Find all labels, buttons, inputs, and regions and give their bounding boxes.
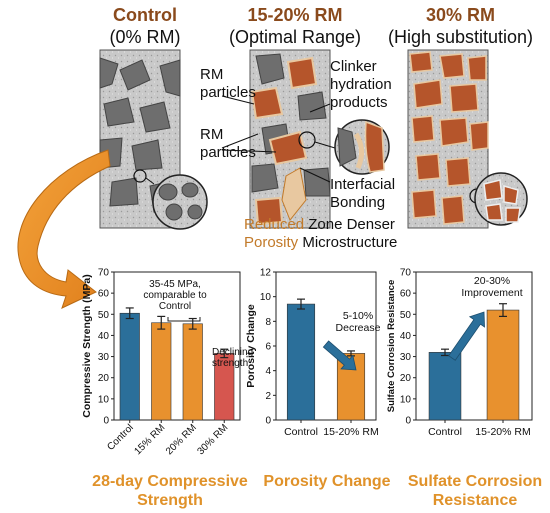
chart-2-ytick-label: 40 (400, 331, 412, 342)
chart-2-ytick-label: 0 (405, 416, 411, 427)
chart-2-ytick-label: 60 (400, 289, 412, 300)
chart-0-bar (119, 312, 140, 421)
clinker-label: Clinker hydration products (330, 58, 392, 111)
chart-0-range-annotation: 35-45 MPa, comparable to Control (143, 279, 207, 312)
chart-0-ylabel: Compressive Strength (MPa) (81, 274, 93, 418)
chart-2-xtick-label: 15-20% RM (475, 426, 530, 438)
chart-1-xtick-label: Control (284, 426, 318, 438)
chart-0-ytick-label: 40 (98, 331, 110, 342)
chart-2-ylabel: Sulfate Corrosion Resistance (386, 280, 397, 413)
chart-1-ylabel: Porosity Change (245, 304, 257, 388)
chart-1-decrease-annotation: 5-10% Decrease (336, 310, 381, 334)
chart-1-ytick-label: 2 (265, 391, 271, 402)
control-panel (99, 49, 208, 230)
high-title: 30% RM (425, 5, 496, 25)
microstructure-word: Microstructure (302, 234, 398, 251)
control-header: Control (0% RM) (70, 4, 220, 48)
chart-0-bar (182, 323, 203, 421)
chart-2-ytick-label: 70 (400, 268, 412, 279)
rm-particles-label-2: RM particles (200, 126, 256, 161)
chart-2-ytick-label: 10 (400, 394, 412, 405)
chart-2-improvement-arrow (448, 311, 485, 361)
rm-particles-label-1: RM particles (200, 66, 256, 101)
chart-0-ytick-label: 10 (98, 394, 110, 405)
chart-2-ytick-label: 20 (400, 373, 412, 384)
chart-2-improvement-annotation: 20-30% Improvement (461, 275, 522, 299)
porosity-word: Porosity (244, 234, 299, 251)
chart-2-bar (486, 309, 520, 421)
chart-caption-strength: 28-day Compressive Strength (92, 473, 248, 509)
chart-1-ytick-label: 12 (260, 268, 272, 279)
high-subtitle: (High substitution) (387, 27, 534, 47)
chart-2-xtick-label: Control (428, 426, 462, 438)
chart-2-frame (415, 271, 533, 421)
chart-0-ytick-label: 30 (98, 352, 110, 363)
chart-1-ytick-label: 10 (260, 292, 272, 303)
optimal-subtitle: (Optimal Range) (228, 27, 362, 47)
chart-0-bar (151, 322, 172, 421)
optimal-title: 15-20% RM (247, 5, 343, 25)
chart-0-xtick-label: Control (105, 422, 136, 453)
chart-1-decrease-arrow (322, 340, 357, 371)
chart-1-ytick-label: 4 (265, 366, 271, 377)
high-panel (407, 49, 528, 229)
chart-1-ytick-label: 0 (265, 416, 271, 427)
chart-1-ytick-label: 8 (265, 317, 271, 328)
interfacial-label: Interfacial Bonding (330, 176, 396, 211)
chart-0-ytick-label: 50 (98, 310, 110, 321)
chart-0-xtick-label: 30% RM (195, 422, 230, 457)
control-title: Control (113, 5, 177, 25)
optimal-panel (221, 49, 390, 229)
optimal-header: 15-20% RM (Optimal Range) (215, 4, 375, 48)
chart-0-declining-annotation: Declining strength (212, 347, 253, 369)
control-subtitle: (0% RM) (109, 27, 181, 47)
chart-0-ytick-label: 60 (98, 289, 110, 300)
chart-0-ytick-label: 0 (103, 416, 109, 427)
chart-2-ytick-label: 30 (400, 352, 412, 363)
chart-1-bar (286, 303, 316, 421)
reduced-porosity-label: Reduced Zone Denser Porosity Microstruct… (244, 216, 397, 252)
chart-0-ytick-label: 70 (98, 268, 110, 279)
chart-0-frame (113, 271, 241, 421)
chart-0-ytick-label: 20 (98, 373, 110, 384)
chart-2-ytick-label: 50 (400, 310, 412, 321)
chart-0-xtick-label: 15% RM (132, 422, 167, 457)
chart-1-xtick-label: 15-20% RM (323, 426, 378, 438)
chart-1-ytick-label: 6 (265, 342, 271, 353)
high-header: 30% RM (High substitution) (378, 4, 543, 48)
reduced-word: Reduced (244, 216, 305, 233)
zone-denser-word: Zone Denser (308, 216, 395, 233)
chart-caption-porosity: Porosity Change (263, 473, 391, 490)
chart-0-range-bracket (167, 317, 201, 322)
chart-0-xtick-label: 20% RM (164, 422, 199, 457)
chart-2-bar (428, 352, 462, 421)
chart-caption-sulfate: Sulfate Corrosion Resistance (407, 473, 543, 509)
transition-arrow (17, 149, 111, 309)
